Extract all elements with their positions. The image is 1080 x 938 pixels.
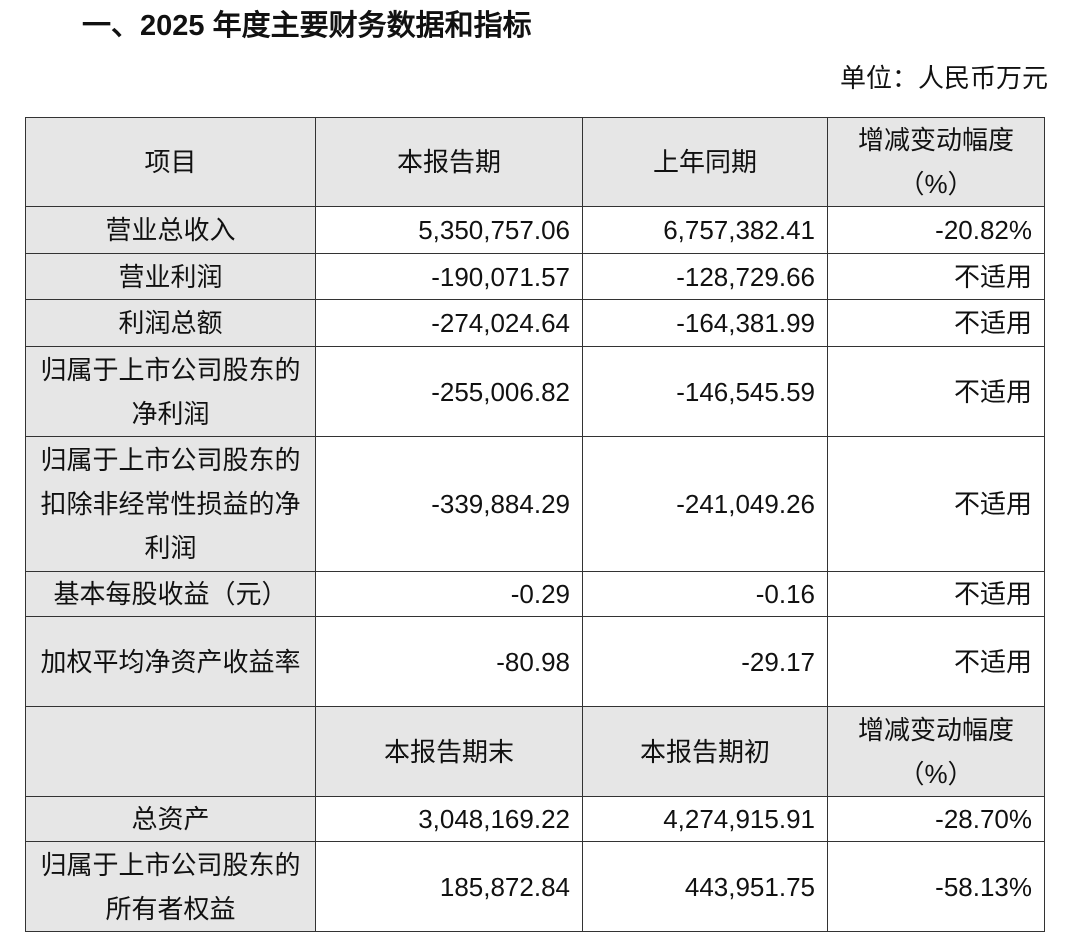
current-value: -339,884.29 (315, 436, 583, 572)
table-row: 归属于上市公司股东的所有者权益 185,872.84 443,951.75 -58.1… (25, 841, 1045, 932)
header-cell: 本报告期 (315, 117, 583, 207)
table-row: 营业总收入 5,350,757.06 6,757,382.41 -20.82% (25, 206, 1045, 254)
prior-value: 4,274,915.91 (582, 796, 828, 842)
header-cell: 增减变动幅度（%） (827, 706, 1045, 797)
current-value: -274,024.64 (315, 299, 583, 347)
header-row: 本报告期末 本报告期初 增减变动幅度（%） (25, 706, 1045, 797)
header-row: 项目 本报告期 上年同期 增减变动幅度（%） (25, 117, 1045, 207)
prior-value: -128,729.66 (582, 253, 828, 300)
table-row: 归属于上市公司股东的净利润 -255,006.82 -146,545.59 不适用 (25, 346, 1045, 437)
current-value: -80.98 (315, 616, 583, 707)
table-row: 总资产 3,048,169.22 4,274,915.91 -28.70% (25, 796, 1045, 842)
change-value: -58.13% (827, 841, 1045, 932)
table-row: 基本每股收益（元） -0.29 -0.16 不适用 (25, 571, 1045, 617)
current-value: 5,350,757.06 (315, 206, 583, 254)
current-value: -190,071.57 (315, 253, 583, 300)
unit-label: 单位：人民币万元 (839, 63, 1048, 93)
header-cell: 增减变动幅度（%） (827, 117, 1045, 207)
table-row: 利润总额 -274,024.64 -164,381.99 不适用 (25, 299, 1045, 347)
row-label: 归属于上市公司股东的净利润 (25, 346, 316, 437)
table-row: 营业利润 -190,071.57 -128,729.66 不适用 (25, 253, 1045, 300)
financial-table: 项目 本报告期 上年同期 增减变动幅度（%） 营业总收入 5,350,757.06 6,75… (25, 117, 1045, 932)
change-value: 不适用 (827, 436, 1045, 572)
header-cell: 本报告期初 (582, 706, 828, 797)
prior-value: -29.17 (582, 616, 828, 707)
row-label: 营业总收入 (25, 206, 316, 254)
prior-value: 6,757,382.41 (582, 206, 828, 254)
change-value: -20.82% (827, 206, 1045, 254)
row-label: 营业利润 (25, 253, 316, 300)
row-label: 总资产 (25, 796, 316, 842)
change-value: 不适用 (827, 253, 1045, 300)
change-value: 不适用 (827, 299, 1045, 347)
current-value: 185,872.84 (315, 841, 583, 932)
prior-value: -241,049.26 (582, 436, 828, 572)
row-label: 归属于上市公司股东的所有者权益 (25, 841, 316, 932)
header-cell (25, 706, 316, 797)
row-label: 利润总额 (25, 299, 316, 347)
row-label: 基本每股收益（元） (25, 571, 316, 617)
row-label: 加权平均净资产收益率 (25, 616, 316, 707)
current-value: -255,006.82 (315, 346, 583, 437)
prior-value: -164,381.99 (582, 299, 828, 347)
change-value: -28.70% (827, 796, 1045, 842)
prior-value: 443,951.75 (582, 841, 828, 932)
header-cell: 项目 (25, 117, 316, 207)
section-title: 一、2025 年度主要财务数据和指标 (82, 10, 532, 42)
change-value: 不适用 (827, 346, 1045, 437)
table-row: 加权平均净资产收益率 -80.98 -29.17 不适用 (25, 616, 1045, 707)
header-cell: 上年同期 (582, 117, 828, 207)
change-value: 不适用 (827, 571, 1045, 617)
row-label: 归属于上市公司股东的扣除非经常性损益的净利润 (25, 436, 316, 572)
current-value: -0.29 (315, 571, 583, 617)
table-row: 归属于上市公司股东的扣除非经常性损益的净利润 -339,884.29 -241,04… (25, 436, 1045, 572)
header-cell: 本报告期末 (315, 706, 583, 797)
prior-value: -0.16 (582, 571, 828, 617)
current-value: 3,048,169.22 (315, 796, 583, 842)
prior-value: -146,545.59 (582, 346, 828, 437)
change-value: 不适用 (827, 616, 1045, 707)
